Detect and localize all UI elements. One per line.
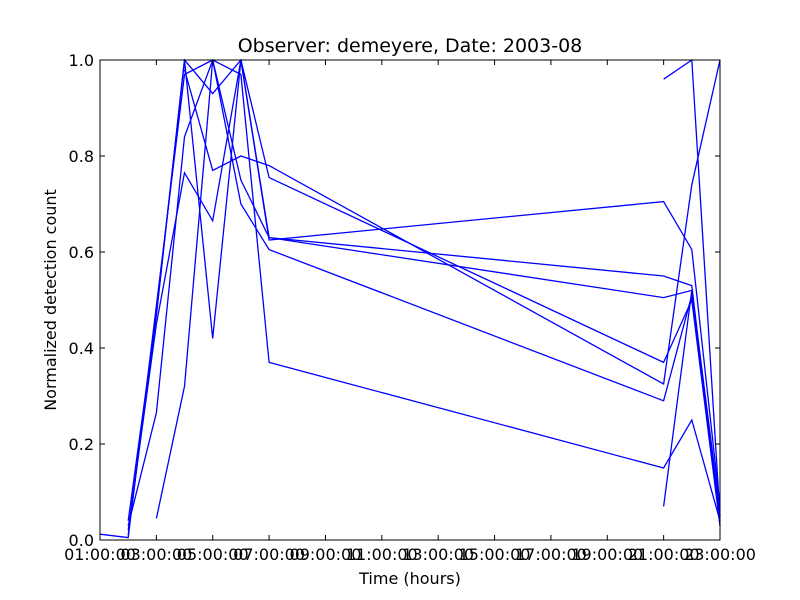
x-tick-label: 21:00:00 <box>628 545 700 564</box>
x-tick-label: 13:00:00 <box>402 545 474 564</box>
series-line-9 <box>662 290 721 521</box>
series-line-7 <box>183 59 721 386</box>
y-tick-label: 0.4 <box>69 339 94 358</box>
y-tick-label: 0.0 <box>69 531 94 550</box>
series-line-5 <box>127 59 721 526</box>
x-tick-label: 23:00:00 <box>684 545 756 564</box>
y-tick-label: 0.8 <box>69 147 94 166</box>
x-axis-label: Time (hours) <box>358 569 461 588</box>
x-tick-label: 01:00:00 <box>64 545 136 564</box>
x-tick-label: 15:00:00 <box>459 545 531 564</box>
plot-frame <box>99 59 721 541</box>
y-axis-label: Normalized detection count <box>41 189 60 411</box>
ticks-layer: 01:00:0003:00:0005:00:0007:00:0009:00:00… <box>64 51 756 564</box>
x-tick-label: 11:00:00 <box>346 545 418 564</box>
chart-title: Observer: demeyere, Date: 2003-08 <box>238 35 583 57</box>
series-line-4 <box>155 59 721 519</box>
x-tick-label: 17:00:00 <box>515 545 587 564</box>
x-tick-label: 09:00:00 <box>290 545 362 564</box>
x-tick-label: 19:00:00 <box>571 545 643 564</box>
y-tick-label: 0.2 <box>69 435 94 454</box>
x-tick-label: 05:00:00 <box>177 545 249 564</box>
x-tick-label: 03:00:00 <box>120 545 192 564</box>
y-tick-label: 1.0 <box>69 51 94 70</box>
y-tick-label: 0.6 <box>69 243 94 262</box>
x-tick-label: 07:00:00 <box>233 545 305 564</box>
